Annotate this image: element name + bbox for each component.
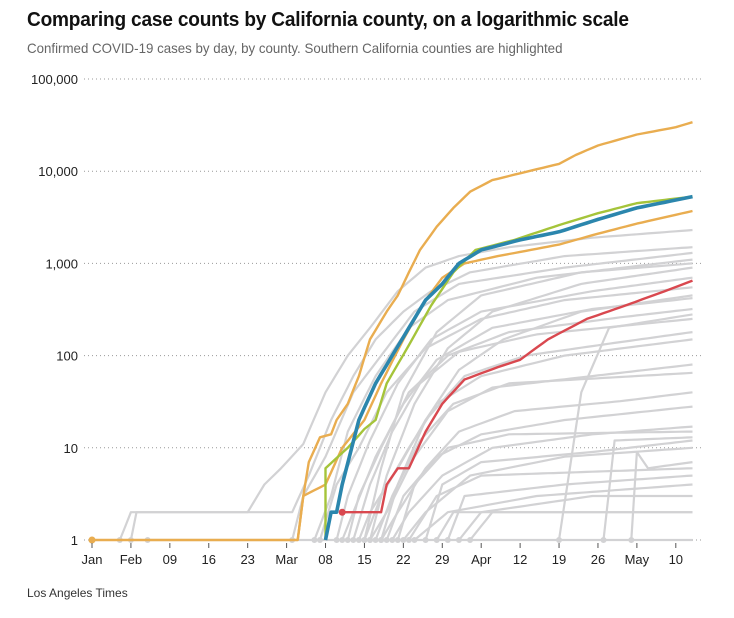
county-line-gray (129, 246, 693, 541)
y-tick-label: 10 (64, 441, 78, 456)
y-tick-label: 1,000 (45, 256, 78, 271)
county-line-gray (357, 331, 693, 541)
county-line-gray (424, 439, 693, 541)
start-dot-san-bernardino (338, 508, 346, 516)
county-line-gray (346, 307, 693, 541)
x-tick-label: Feb (120, 552, 142, 567)
county-line-gray (368, 266, 693, 541)
county-line-san-diego (323, 194, 693, 541)
county-line-gray (363, 338, 693, 541)
x-tick-label: 29 (435, 552, 449, 567)
county-line-gray (446, 474, 693, 541)
county-line-gray (391, 425, 693, 541)
county-line-gray (374, 371, 693, 541)
county-line-gray (630, 450, 693, 541)
county-line-gray (291, 251, 693, 541)
x-tick-label: Jan (82, 552, 103, 567)
x-tick-label: Apr (471, 552, 492, 567)
chart-title: Comparing case counts by California coun… (27, 8, 629, 31)
county-line-gray (402, 446, 693, 541)
x-tick-label: 10 (669, 552, 683, 567)
county-line-gray (413, 483, 693, 541)
county-line-gray (458, 494, 693, 541)
county-line-gray (363, 262, 693, 541)
county-line-gray (313, 258, 693, 541)
x-tick-label: 09 (163, 552, 177, 567)
y-tick-label: 100 (56, 349, 78, 364)
chart-subtitle: Confirmed COVID-19 cases by day, by coun… (27, 40, 563, 56)
county-line-gray (407, 467, 693, 541)
county-line-gray (385, 405, 693, 541)
x-tick-label: 16 (202, 552, 216, 567)
start-dot-los-angeles (88, 536, 96, 544)
county-line-san-bernardino (342, 279, 693, 514)
x-tick-label: Mar (275, 552, 298, 567)
source-credit: Los Angeles Times (27, 586, 128, 600)
x-tick-label: 19 (552, 552, 566, 567)
x-tick-label: 12 (513, 552, 527, 567)
x-tick-label: 26 (591, 552, 605, 567)
y-tick-label: 100,000 (31, 72, 78, 87)
x-tick-label: May (625, 552, 650, 567)
x-tick-label: 08 (318, 552, 332, 567)
county-line-gray (557, 313, 693, 541)
x-tick-label: 22 (396, 552, 410, 567)
county-line-gray (469, 511, 693, 541)
x-tick-label: 15 (357, 552, 371, 567)
x-tick-label: 23 (240, 552, 254, 567)
county-line-gray (396, 430, 693, 541)
county-line-orange (296, 209, 693, 541)
county-line-los-angeles (92, 121, 693, 542)
county-line-gray (435, 511, 693, 541)
y-tick-label: 10,000 (38, 164, 78, 179)
y-tick-label: 1 (71, 533, 78, 548)
county-line-gray (380, 294, 693, 541)
county-line-gray (602, 436, 693, 541)
